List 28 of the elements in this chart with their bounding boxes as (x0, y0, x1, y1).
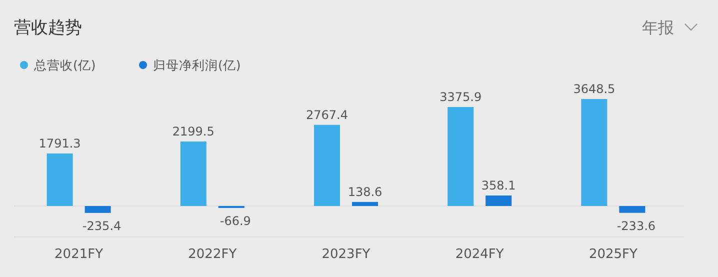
data-label: 1791.3 (38, 136, 81, 150)
data-label: -233.6 (616, 218, 656, 233)
bar (46, 153, 73, 206)
bar (84, 206, 111, 213)
x-tick-label: 2023FY (322, 247, 370, 262)
data-label: 2199.5 (172, 124, 214, 138)
data-label: 3375.9 (440, 90, 482, 104)
bar (180, 141, 206, 206)
bar (486, 196, 512, 206)
bar (314, 124, 340, 206)
text: 年报 (642, 18, 674, 37)
data-label: -235.4 (82, 218, 122, 233)
legend-label: 总营收(亿) (33, 58, 96, 72)
bar (352, 202, 378, 206)
x-tick-label: 2022FY (188, 247, 237, 262)
x-tick-label: 2021FY (54, 247, 104, 262)
data-label: 138.6 (348, 184, 382, 199)
data-label: -66.9 (220, 214, 251, 228)
legend-label: 归母净利润(亿) (153, 58, 241, 72)
bar (581, 99, 608, 206)
data-label: 2767.4 (306, 108, 348, 122)
x-tick-label: 2025FY (588, 247, 638, 262)
bar (619, 206, 646, 213)
data-label: 358.1 (481, 178, 516, 192)
x-tick-label: 2024FY (455, 247, 504, 262)
chart-title: 营收趋势 (14, 18, 82, 38)
data-label: 3648.5 (573, 82, 616, 96)
bar (448, 106, 474, 206)
